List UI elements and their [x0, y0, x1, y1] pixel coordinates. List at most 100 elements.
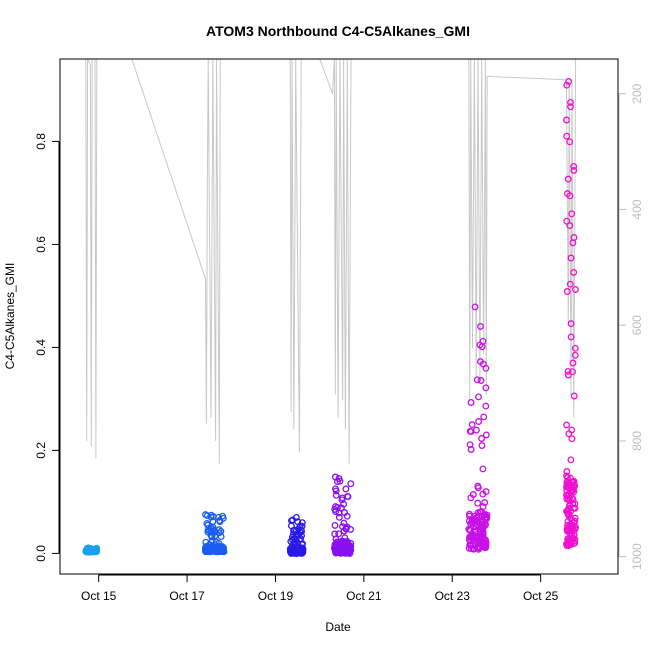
right-y-tick-label: 1000: [630, 543, 644, 570]
data-point: [567, 98, 574, 106]
data-point: [482, 513, 490, 521]
data-point: [341, 509, 349, 517]
data-point: [469, 491, 477, 498]
data-point: [564, 371, 572, 379]
data-point: [571, 351, 579, 359]
right-y-axis: 200 400 600 800 1000: [618, 83, 644, 570]
data-point: [475, 393, 482, 401]
data-point: [564, 521, 571, 529]
data-point: [215, 529, 223, 537]
data-point: [563, 421, 571, 429]
data-point: [342, 485, 350, 493]
x-tick-label: Oct 23: [435, 589, 471, 603]
data-point: [466, 533, 474, 541]
y-tick-label: 0.8: [34, 133, 48, 150]
data-point: [215, 526, 223, 534]
data-point: [477, 541, 485, 548]
data-point: [336, 545, 344, 553]
y-axis-label: C4-C5Alkanes_GMI: [3, 263, 17, 370]
x-tick-label: Oct 25: [523, 589, 559, 603]
data-point: [209, 523, 217, 531]
data-point: [336, 477, 344, 485]
data-point: [568, 210, 576, 218]
plot-frame: [59, 58, 619, 575]
data-point: [479, 465, 487, 473]
data-point: [563, 217, 571, 225]
data-point: [471, 515, 479, 523]
data-point: [570, 268, 578, 276]
data-point: [566, 222, 574, 230]
data-point: [332, 487, 340, 495]
right-y-tick-label: 600: [630, 315, 644, 335]
data-point: [467, 545, 475, 553]
data-point: [473, 376, 481, 384]
right-y-tick-label: 200: [630, 83, 644, 103]
x-tick-label: Oct 19: [258, 589, 294, 603]
data-point: [338, 496, 346, 504]
data-point: [208, 532, 216, 540]
data-point: [331, 521, 339, 529]
data-point: [334, 538, 342, 546]
data-point: [467, 428, 475, 436]
data-point: [344, 493, 352, 501]
data-point: [572, 286, 579, 293]
data-point: [219, 512, 227, 520]
data-point: [215, 548, 223, 556]
data-point: [203, 512, 211, 520]
data-point: [563, 116, 570, 124]
data-point: [347, 525, 355, 533]
data-point: [472, 527, 480, 535]
data-point: [347, 480, 355, 488]
chart-title: ATOM3 Northbound C4-C5Alkanes_GMI: [206, 23, 470, 39]
data-point: [482, 402, 490, 410]
data-point: [288, 533, 296, 541]
data-point: [335, 530, 343, 538]
data-point: [474, 499, 482, 507]
data-point: [569, 359, 577, 367]
data-point: [571, 517, 579, 525]
data-point: [335, 513, 343, 521]
data-point: [568, 426, 576, 434]
data-point: [332, 491, 340, 499]
data-point: [569, 486, 577, 494]
data-point: [477, 508, 485, 516]
data-point: [567, 456, 575, 464]
data-point: [482, 431, 490, 439]
data-point: [216, 518, 224, 526]
data-point: [467, 399, 475, 406]
data-point: [298, 532, 305, 540]
right-y-tick-label: 400: [630, 199, 644, 219]
data-point: [205, 543, 213, 551]
data-point: [217, 527, 225, 535]
data-point: [337, 504, 345, 512]
data-point: [568, 435, 576, 443]
data-point: [571, 526, 579, 534]
data-point: [564, 367, 572, 375]
data-point: [465, 525, 473, 533]
data-point: [340, 527, 348, 535]
data-point: [567, 333, 575, 341]
y-tick-label: 0.6: [34, 236, 48, 253]
data-point: [477, 322, 484, 330]
data-point: [339, 523, 346, 531]
data-point: [204, 528, 212, 536]
data-point: [289, 536, 297, 544]
data-point: [331, 473, 339, 481]
data-point: [290, 527, 298, 534]
data-point: [563, 540, 570, 548]
data-point: [479, 490, 487, 498]
data-point: [215, 513, 222, 521]
y-tick-label: 0.2: [34, 442, 48, 459]
data-point: [471, 518, 479, 526]
data-point: [297, 535, 305, 543]
data-point: [569, 239, 577, 247]
data-point: [206, 547, 213, 554]
data-point: [477, 377, 485, 384]
data-point: [569, 368, 576, 376]
data-point: [566, 280, 574, 288]
data-point: [482, 384, 490, 392]
data-point: [478, 435, 486, 442]
data-point: [347, 546, 355, 554]
data-point: [565, 78, 573, 85]
